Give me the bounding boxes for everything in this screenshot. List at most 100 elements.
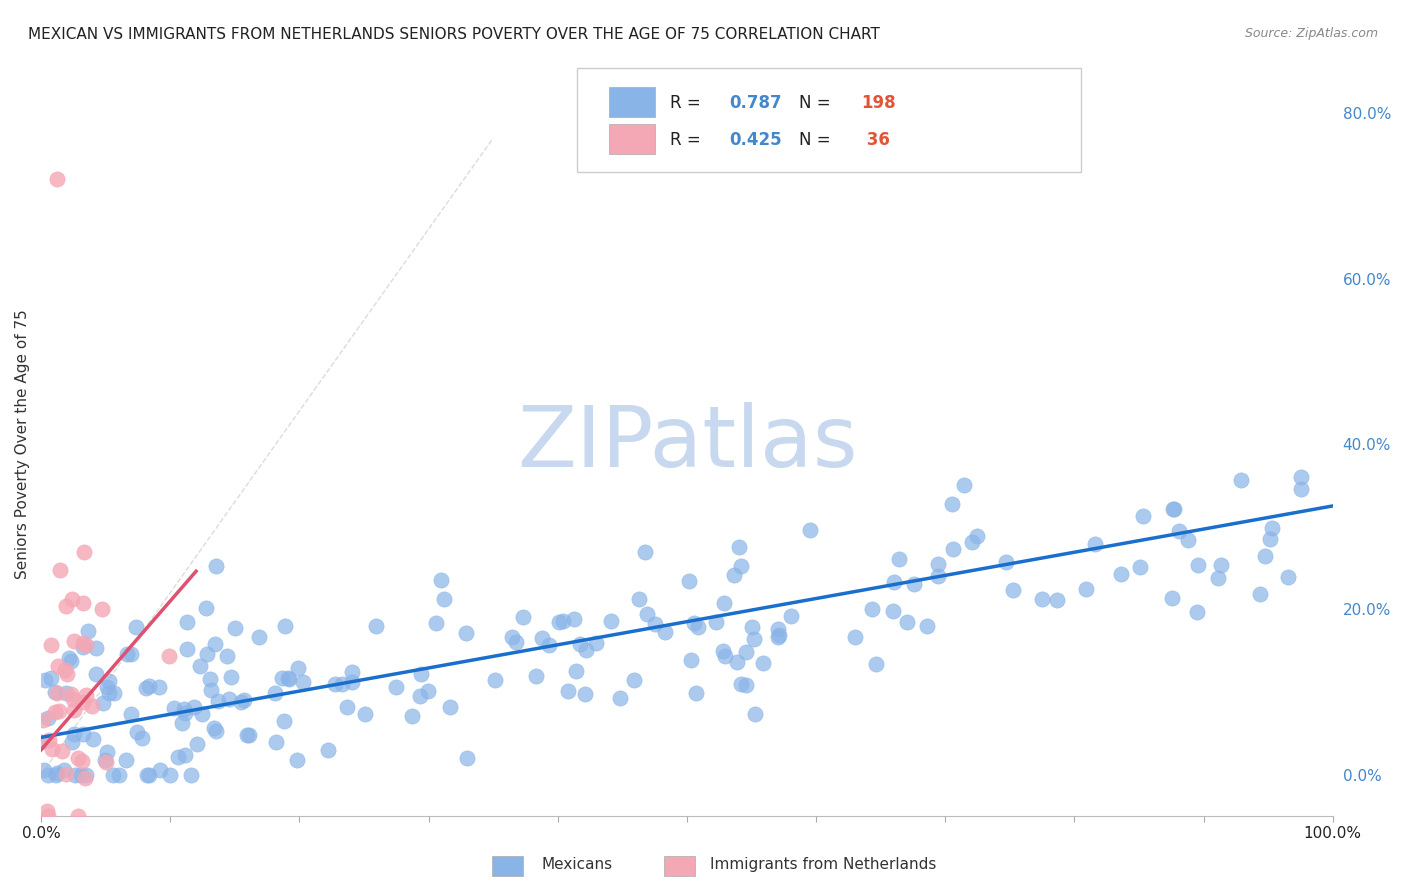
Point bbox=[292, 675, 315, 690]
Point bbox=[72, 640, 94, 654]
Point bbox=[433, 592, 456, 607]
Point bbox=[195, 647, 218, 661]
Point bbox=[60, 687, 83, 701]
Point bbox=[547, 615, 569, 630]
Point bbox=[44, 684, 66, 698]
Y-axis label: Seniors Poverty Over the Age of 75: Seniors Poverty Over the Age of 75 bbox=[15, 309, 30, 579]
Point bbox=[342, 665, 364, 680]
Point bbox=[1258, 533, 1281, 547]
Point bbox=[233, 693, 256, 707]
Point bbox=[45, 172, 67, 186]
Text: 0.425: 0.425 bbox=[730, 131, 782, 149]
Point bbox=[120, 707, 142, 722]
Point bbox=[73, 545, 96, 559]
Point bbox=[75, 772, 97, 786]
Point bbox=[501, 631, 523, 645]
Point bbox=[1249, 587, 1271, 601]
Point bbox=[72, 636, 94, 650]
Point bbox=[323, 677, 346, 691]
Point bbox=[1260, 521, 1282, 535]
Point bbox=[456, 626, 478, 640]
Point bbox=[75, 767, 97, 781]
Point bbox=[408, 689, 430, 703]
Point bbox=[37, 767, 59, 781]
Point bbox=[1254, 549, 1277, 563]
Point bbox=[512, 609, 534, 624]
Point bbox=[53, 663, 76, 677]
Point bbox=[484, 673, 506, 687]
Point bbox=[163, 701, 186, 715]
Point bbox=[865, 657, 887, 671]
Point bbox=[882, 604, 904, 618]
Point bbox=[37, 805, 59, 819]
Point bbox=[96, 756, 118, 770]
Point bbox=[97, 686, 120, 700]
Point bbox=[537, 638, 560, 652]
Point bbox=[131, 731, 153, 745]
Point bbox=[51, 744, 73, 758]
Point bbox=[217, 648, 239, 663]
Point bbox=[204, 637, 226, 651]
Point bbox=[751, 656, 773, 670]
Point bbox=[1160, 591, 1182, 606]
Point bbox=[48, 563, 70, 577]
Point bbox=[195, 601, 218, 615]
Point bbox=[101, 767, 124, 781]
Point bbox=[166, 749, 188, 764]
Point bbox=[316, 743, 339, 757]
Point bbox=[39, 638, 62, 652]
Point bbox=[686, 620, 709, 634]
Point bbox=[713, 644, 735, 658]
Point bbox=[1289, 470, 1312, 484]
Point bbox=[205, 724, 228, 739]
Text: Mexicans: Mexicans bbox=[541, 857, 613, 872]
FancyBboxPatch shape bbox=[609, 87, 655, 117]
Point bbox=[569, 637, 592, 651]
Point bbox=[744, 707, 766, 722]
Point bbox=[1161, 501, 1184, 516]
Point bbox=[896, 615, 918, 629]
Point bbox=[224, 621, 246, 635]
Point bbox=[1129, 559, 1152, 574]
Point bbox=[91, 696, 114, 710]
Point bbox=[238, 728, 260, 742]
Point bbox=[58, 651, 80, 665]
Point bbox=[82, 732, 104, 747]
Point bbox=[439, 699, 461, 714]
Point bbox=[63, 767, 86, 781]
Point bbox=[425, 615, 447, 630]
Point bbox=[627, 591, 650, 606]
Point bbox=[685, 686, 707, 700]
Point bbox=[505, 635, 527, 649]
Point bbox=[723, 568, 745, 582]
Point bbox=[72, 596, 94, 610]
Point bbox=[342, 675, 364, 690]
Point bbox=[704, 615, 727, 630]
Point bbox=[198, 672, 221, 686]
Point bbox=[75, 638, 97, 652]
Point bbox=[585, 636, 607, 650]
Point bbox=[551, 614, 574, 628]
Point bbox=[430, 574, 453, 588]
Point bbox=[1167, 524, 1189, 539]
Point bbox=[34, 673, 56, 688]
Point bbox=[927, 569, 949, 583]
Point bbox=[285, 754, 308, 768]
Point bbox=[416, 684, 439, 698]
Point bbox=[799, 524, 821, 538]
Point bbox=[115, 647, 138, 661]
Point bbox=[742, 632, 765, 647]
Point bbox=[120, 647, 142, 661]
Point bbox=[46, 686, 69, 700]
Text: Source: ZipAtlas.com: Source: ZipAtlas.com bbox=[1244, 27, 1378, 40]
Text: N =: N = bbox=[800, 131, 837, 149]
Point bbox=[681, 653, 703, 667]
Point bbox=[62, 692, 84, 706]
Point bbox=[97, 674, 120, 689]
Point bbox=[927, 558, 949, 572]
Point bbox=[48, 704, 70, 718]
Point bbox=[725, 655, 748, 669]
Point bbox=[734, 678, 756, 692]
Point bbox=[274, 619, 297, 633]
Text: R =: R = bbox=[671, 131, 706, 149]
